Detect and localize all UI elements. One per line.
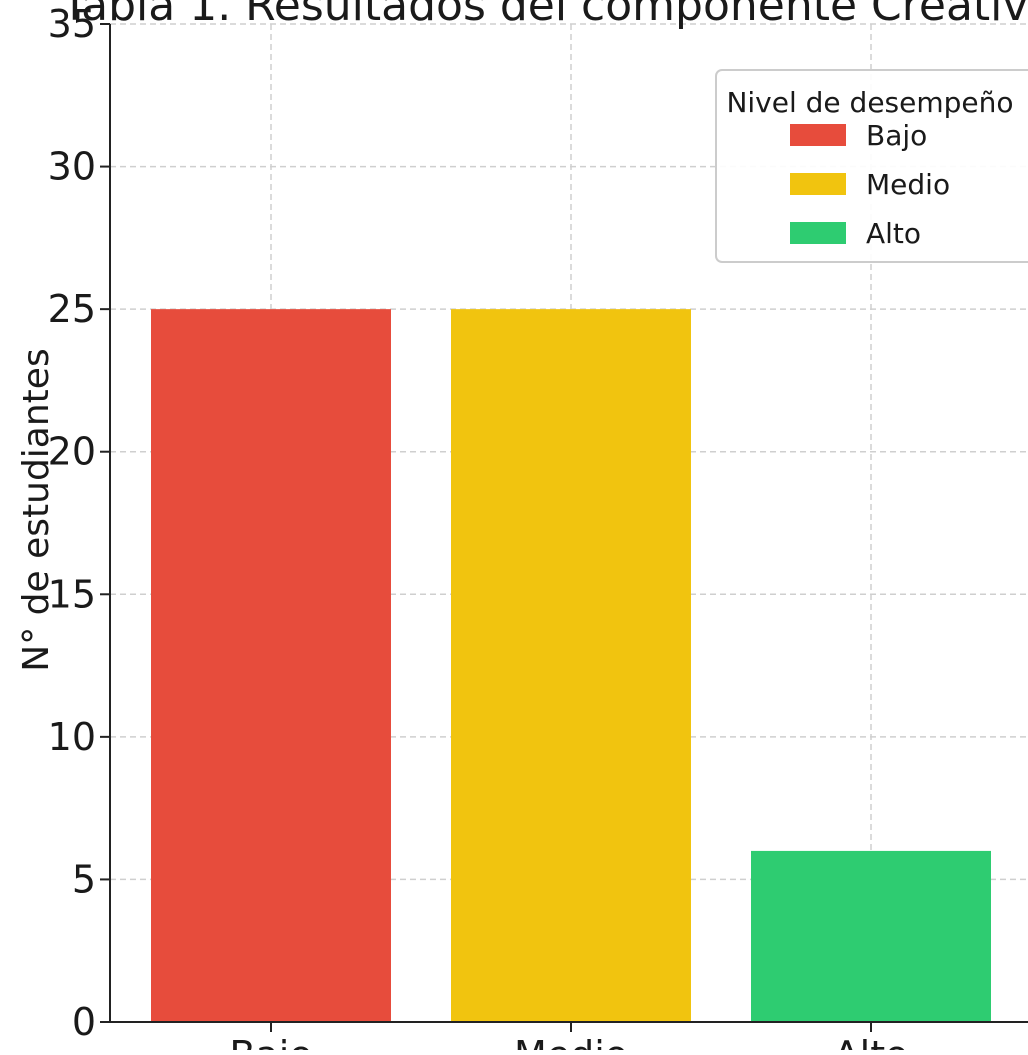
bar-medio <box>451 309 691 1023</box>
y-tick-label-35: 35 <box>48 2 96 46</box>
legend-label-alto: Alto <box>866 217 921 250</box>
legend-box <box>715 69 1028 263</box>
legend-swatch-alto <box>790 222 846 244</box>
bars-layer <box>151 309 991 1023</box>
axes-layer <box>109 24 1028 1023</box>
y-tick-label-5: 5 <box>72 857 96 901</box>
x-tick-label-medio: Medio <box>514 1033 628 1050</box>
legend-entries: Bajo Medio Alto <box>790 119 950 250</box>
bar-bajo <box>151 309 391 1023</box>
x-tick-label-alto: Alto <box>834 1033 909 1050</box>
y-tick-label-30: 30 <box>48 145 96 189</box>
legend-title: Nivel de desempeño <box>726 86 1013 119</box>
bar-alto <box>751 850 991 1022</box>
y-tick-label-20: 20 <box>48 430 96 474</box>
legend-swatch-bajo <box>790 124 846 146</box>
y-tick-label-15: 15 <box>48 572 96 616</box>
chart-title: Tabla 1. Resultados del componente Creat… <box>61 0 1028 31</box>
legend: Nivel de desempeño Bajo Medio Alto <box>715 69 1028 263</box>
legend-label-medio: Medio <box>866 168 950 201</box>
legend-label-bajo: Bajo <box>866 119 927 152</box>
y-tick-label-10: 10 <box>48 715 96 759</box>
y-tick-label-25: 25 <box>48 287 96 331</box>
y-axis-label: N° de estudiantes <box>16 348 57 671</box>
legend-swatch-medio <box>790 173 846 195</box>
y-tick-label-0: 0 <box>72 1000 96 1044</box>
x-tick-label-bajo: Bajo <box>229 1033 312 1050</box>
